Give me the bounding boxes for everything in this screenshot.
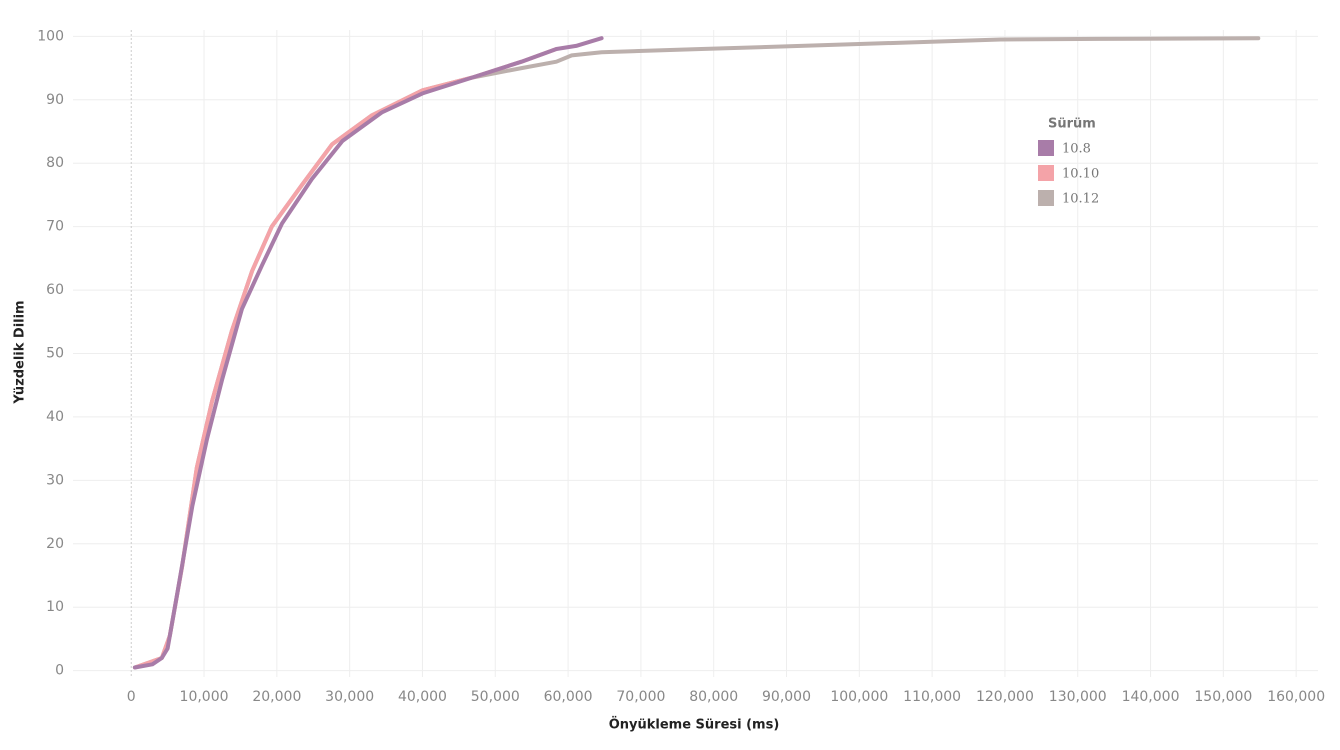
- y-axis-title: Yüzdelik Dilim: [13, 300, 28, 404]
- y-tick-label: 80: [46, 155, 64, 171]
- series-line: [132, 36, 604, 670]
- x-tick-label: 70,000: [616, 689, 665, 705]
- y-tick-label: 40: [46, 409, 64, 425]
- x-tick-label: 80,000: [689, 689, 738, 705]
- x-tick-label: 110,000: [903, 689, 961, 705]
- x-axis-title: Önyükleme Süresi (ms): [609, 717, 780, 733]
- x-tick-label: 150,000: [1194, 689, 1252, 705]
- legend-swatch: [1038, 165, 1054, 181]
- x-tick-label: 140,000: [1122, 689, 1180, 705]
- y-tick-label: 70: [46, 219, 64, 235]
- x-tick-label: 20,000: [252, 689, 301, 705]
- legend-swatch: [1038, 140, 1054, 156]
- x-tick-label: 160,000: [1267, 689, 1325, 705]
- y-tick-label: 100: [37, 28, 64, 44]
- series-line: [132, 36, 1261, 670]
- x-tick-label: 130,000: [1049, 689, 1107, 705]
- x-tick-label: 0: [127, 689, 136, 705]
- legend-title: Sürüm: [1048, 117, 1096, 132]
- x-tick-label: 100,000: [830, 689, 888, 705]
- y-tick-label: 50: [46, 346, 64, 362]
- series-line: [132, 47, 559, 670]
- legend-label: 10.8: [1062, 142, 1091, 157]
- x-tick-label: 60,000: [544, 689, 593, 705]
- x-tick-label: 90,000: [762, 689, 811, 705]
- y-tick-label: 20: [46, 536, 64, 552]
- y-tick-label: 60: [46, 282, 64, 298]
- x-tick-label: 30,000: [325, 689, 374, 705]
- x-tick-label: 50,000: [471, 689, 520, 705]
- legend-label: 10.12: [1062, 192, 1099, 207]
- x-tick-label: 120,000: [976, 689, 1034, 705]
- y-tick-label: 0: [55, 663, 64, 679]
- legend-swatch: [1038, 190, 1054, 206]
- y-tick-label: 10: [46, 599, 64, 615]
- y-tick-label: 30: [46, 472, 64, 488]
- x-tick-label: 40,000: [398, 689, 447, 705]
- x-tick-label: 10,000: [180, 689, 229, 705]
- y-tick-label: 90: [46, 92, 64, 108]
- legend-label: 10.10: [1062, 167, 1099, 182]
